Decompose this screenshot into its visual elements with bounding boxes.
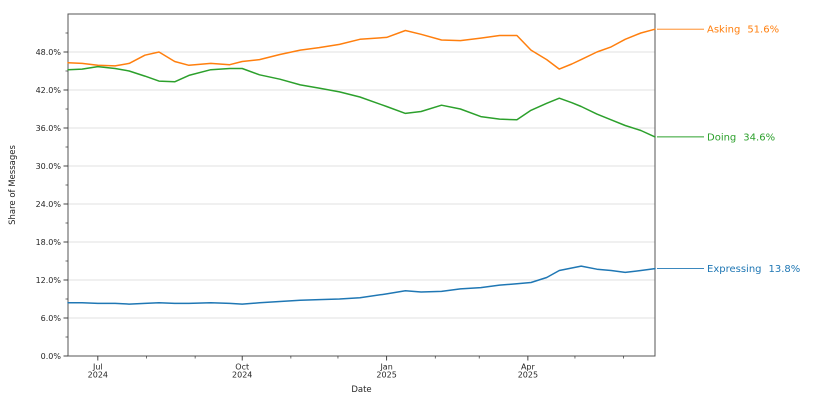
series-line-doing (67, 65, 656, 138)
y-axis-title: Share of Messages (8, 145, 18, 225)
x-tick-label-apr: Apr (521, 363, 536, 372)
end-label-doing: Doing 34.6% (707, 132, 775, 143)
end-label-name-doing: Doing (707, 132, 736, 143)
y-tick-label-42.0%: 42.0% (36, 86, 62, 95)
y-tick-label-24.0%: 24.0% (36, 200, 62, 209)
x-tick-label-jul: Jul (92, 363, 103, 372)
x-tick-label-jan-year: 2025 (376, 371, 396, 380)
y-tick-label-0.0%: 0.0% (41, 352, 62, 361)
y-tick-label-48.0%: 48.0% (36, 48, 62, 57)
series-line-asking (67, 28, 656, 70)
series-line-expressing (67, 265, 656, 305)
x-tick-label-apr-year: 2025 (518, 371, 538, 380)
x-tick-label-oct: Oct (235, 363, 249, 372)
end-label-value-asking: 51.6% (747, 25, 779, 36)
x-tick-label-jul-year: 2024 (88, 371, 108, 380)
plot-area: 0.0% 6.0% 12.0% 18.0% 24.0% 30.0% 36.0% 42.0% 48… (36, 13, 800, 380)
end-label-name-expressing: Expressing (707, 264, 762, 275)
y-tick-label-18.0%: 18.0% (36, 238, 62, 247)
end-label-value-expressing: 13.8% (769, 264, 801, 275)
y-tick-label-36.0%: 36.0% (36, 124, 62, 133)
y-tick-label-6.0%: 6.0% (41, 314, 62, 323)
x-tick-label-jan: Jan (379, 363, 392, 372)
end-label-value-doing: 34.6% (743, 132, 775, 143)
x-tick-label-oct-year: 2024 (232, 371, 252, 380)
end-label-expressing: Expressing 13.8% (707, 264, 800, 275)
x-axis-title: Date (351, 385, 371, 395)
y-tick-label-30.0%: 30.0% (36, 162, 62, 171)
y-tick-label-12.0%: 12.0% (36, 276, 62, 285)
end-label-asking: Asking 51.6% (707, 25, 779, 36)
end-label-name-asking: Asking (707, 25, 740, 36)
